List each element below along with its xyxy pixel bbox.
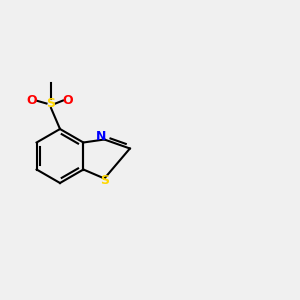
Text: O: O [62, 94, 73, 107]
Text: S: S [46, 97, 56, 110]
Text: S: S [100, 173, 109, 187]
Text: N: N [96, 130, 106, 143]
Text: O: O [26, 94, 37, 107]
